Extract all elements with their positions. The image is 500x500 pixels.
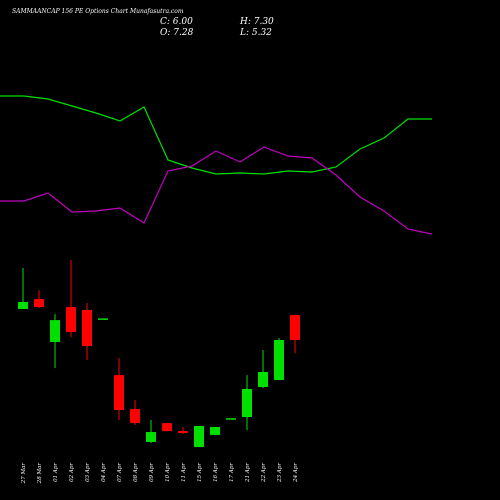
- candle-body: [210, 426, 220, 435]
- x-tick-label: 08 Apr: [133, 463, 139, 482]
- x-tick-label: 28 Mar: [37, 463, 43, 485]
- candle-body: [98, 318, 108, 320]
- candle-body: [194, 425, 204, 448]
- x-tick-label: 22 Apr: [261, 463, 267, 483]
- x-tick-label: 15 Apr: [197, 463, 203, 482]
- candle-body: [34, 299, 44, 308]
- candle-body: [226, 418, 236, 420]
- candle-body: [274, 340, 284, 380]
- candle-body: [130, 409, 140, 424]
- x-tick-label: 17 Apr: [229, 463, 235, 482]
- candle-body: [162, 423, 172, 432]
- indicator-line: [0, 95, 432, 175]
- x-tick-label: 02 Apr: [69, 463, 75, 482]
- ohlc-stat: O: 7.28: [160, 28, 194, 38]
- candle-body: [114, 375, 124, 411]
- x-tick-label: 07 Apr: [117, 463, 123, 482]
- candle-body: [258, 371, 268, 387]
- ohlc-stat: C: 6.00: [160, 17, 193, 27]
- x-tick-label: 03 Apr: [85, 463, 91, 482]
- candle-body: [18, 301, 28, 309]
- candle-body: [178, 431, 188, 434]
- x-tick-label: 09 Apr: [149, 463, 155, 482]
- chart-title: SAMMAANCAP 156 PE Options Chart Munafasu…: [12, 8, 184, 15]
- candle-body: [290, 315, 300, 340]
- candle-body: [146, 432, 156, 442]
- ohlc-stat: L: 5.32: [239, 28, 272, 38]
- x-tick-label: 16 Apr: [213, 463, 219, 482]
- candle-body: [50, 320, 60, 342]
- candle-body: [242, 388, 252, 418]
- x-tick-label: 21 Apr: [245, 463, 251, 483]
- x-tick-label: 04 Apr: [101, 463, 107, 482]
- indicator-line: [0, 146, 433, 235]
- candle-body: [66, 307, 76, 333]
- candle-body: [82, 309, 92, 347]
- x-tick-label: 01 Apr: [53, 463, 59, 482]
- x-tick-label: 11 Apr: [181, 463, 187, 482]
- x-tick-label: 24 Apr: [293, 463, 299, 483]
- x-tick-label: 10 Apr: [165, 463, 171, 482]
- x-tick-label: 23 Apr: [277, 463, 283, 483]
- x-tick-label: 27 Mar: [21, 463, 27, 485]
- ohlc-stat: H: 7.30: [239, 17, 274, 27]
